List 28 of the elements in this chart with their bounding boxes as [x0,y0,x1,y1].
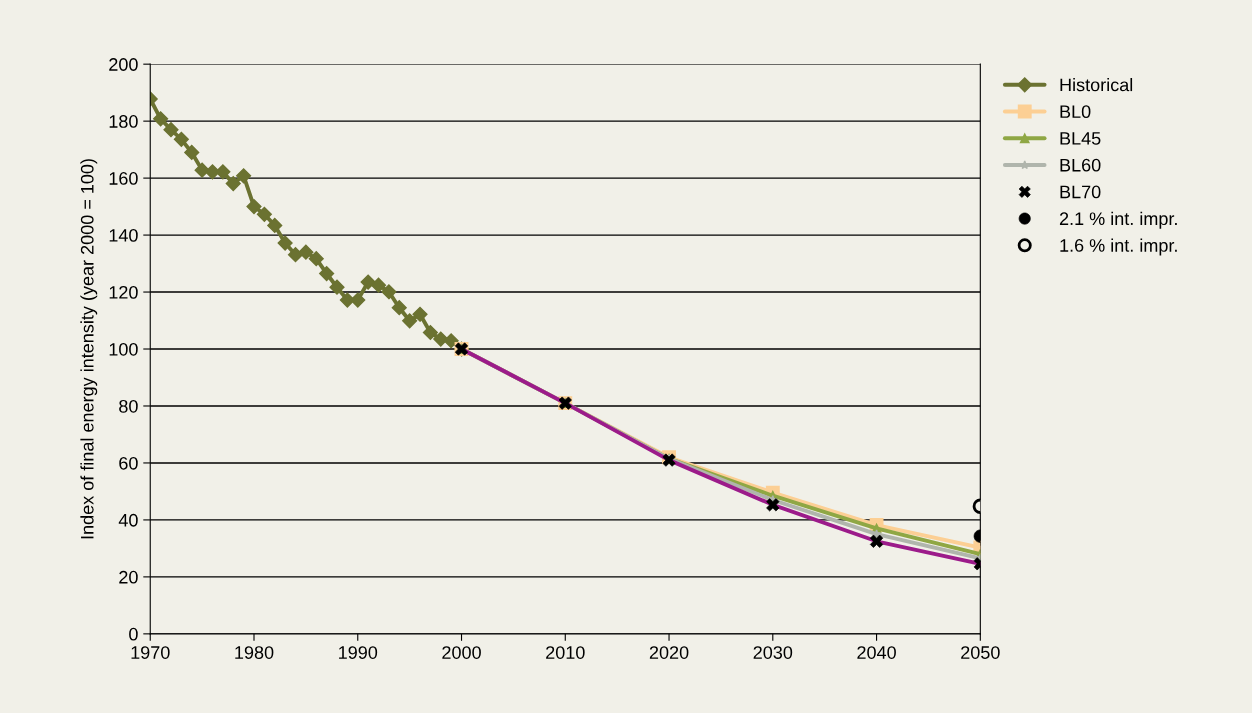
y-tick-label: 100 [109,342,138,356]
legend-label: BL60 [1060,158,1101,172]
legend-label: 2.1 % int. impr. [1059,211,1177,229]
x-tick-label: 1970 [131,646,170,659]
x-tick-label: 2030 [753,646,793,659]
y-tick-label: 120 [109,285,138,299]
x-tick-label: 2010 [546,646,585,659]
y-tick-label: 140 [109,229,138,242]
x-tick-label: 2050 [961,646,1000,659]
x-tick-label: 1990 [339,646,378,659]
y-tick-label: 40 [118,513,138,527]
legend-label: BL0 [1060,105,1091,119]
y-tick-label: 20 [119,570,138,584]
x-tick-label: 2020 [649,646,689,659]
legend-label: Historical [1060,78,1133,92]
y-tick-label: 80 [119,399,138,413]
legend-label: BL70 [1060,185,1101,199]
legend-label: BL45 [1060,132,1101,145]
y-tick-label: 60 [119,456,138,470]
x-tick-label: 1980 [235,646,274,659]
x-tick-label: 2000 [442,646,481,659]
x-tick-label: 2040 [857,646,896,659]
legend-label: 1.6 % int. impr. [1060,238,1177,256]
y-tick-label: 180 [109,115,138,128]
y-tick-label: 200 [109,58,138,71]
y-tick-label: 0 [129,627,138,641]
y-axis-title: Index of final energy intensity (year 2000 = 100) [80,159,98,539]
y-tick-label: 160 [109,172,138,185]
